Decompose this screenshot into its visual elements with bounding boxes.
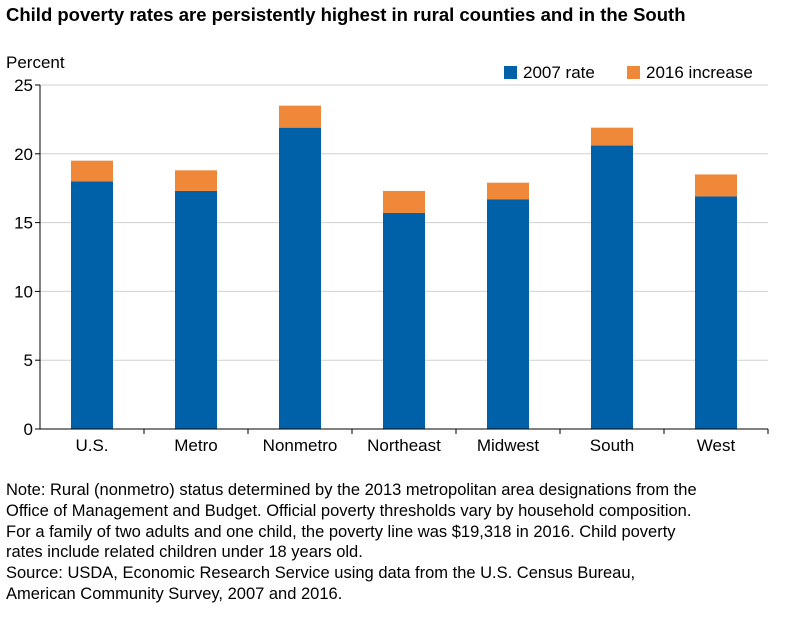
y-tick-label: 20 (14, 145, 33, 164)
note-line-3: For a family of two adults and one child… (6, 522, 676, 541)
y-tick-labels: 0 5 10 15 20 25 (14, 76, 33, 439)
source-line-1: Source: USDA, Economic Research Service … (6, 564, 636, 583)
x-tick-label: South (590, 436, 634, 455)
x-tick-labels: U.S. Metro Nonmetro Northeast Midwest South We… (75, 436, 735, 455)
bar-2007-rate (695, 196, 737, 429)
bar-2016-increase (71, 160, 113, 182)
bar-2007-rate (591, 145, 633, 429)
legend-swatch-2007 (504, 66, 517, 79)
y-tick-label: 0 (24, 420, 33, 439)
x-tick-label: Nonmetro (263, 436, 338, 455)
chart-notes: Note: Rural (nonmetro) status determined… (6, 480, 796, 605)
x-tick-label: Northeast (367, 436, 441, 455)
y-tick-label: 10 (14, 282, 33, 301)
legend-swatch-2016 (627, 66, 640, 79)
chart-title: Child poverty rates are persistently hig… (6, 4, 686, 25)
bar-2007-rate (175, 190, 217, 429)
x-tick-label: West (697, 436, 736, 455)
bar-2016-increase (695, 174, 737, 197)
y-tick-label: 25 (14, 76, 33, 95)
bar-2016-increase (383, 190, 425, 213)
source-line-2: American Community Survey, 2007 and 2016… (6, 584, 343, 603)
bar-2007-rate (383, 212, 425, 429)
y-tick-label: 5 (24, 351, 33, 370)
bar-chart: 0 5 10 15 20 25 U.S. Metro Nonmetro Northeast Mid… (14, 63, 769, 455)
legend: 2007 rate 2016 increase (504, 63, 753, 82)
legend-label-2016: 2016 increase (646, 63, 753, 82)
bar-2007-rate (487, 199, 529, 429)
axes (35, 84, 769, 434)
y-tick-label: 15 (14, 214, 33, 233)
x-tick-label: Metro (174, 436, 217, 455)
bar-2016-increase (487, 182, 529, 200)
note-line-4: rates include related children under 18 … (6, 543, 363, 562)
y-axis-label: Percent (6, 53, 65, 72)
x-tick-label: Midwest (477, 436, 540, 455)
bar-2007-rate (279, 127, 321, 429)
note-line-2: Office of Management and Budget. Officia… (6, 501, 692, 520)
legend-label-2007: 2007 rate (523, 63, 595, 82)
bar-2016-increase (591, 127, 633, 146)
bars (71, 105, 737, 429)
note-line-1: Note: Rural (nonmetro) status determined… (6, 481, 697, 499)
bar-2016-increase (175, 170, 217, 191)
bar-2007-rate (71, 181, 113, 429)
bar-2016-increase (279, 105, 321, 128)
x-tick-label: U.S. (75, 436, 108, 455)
